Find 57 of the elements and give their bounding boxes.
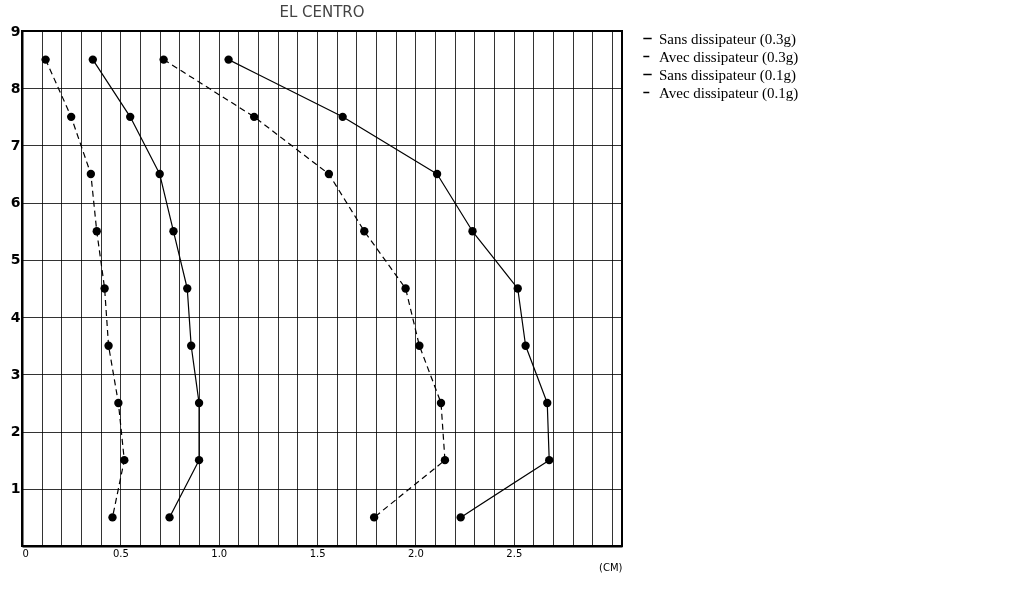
point	[249, 112, 259, 122]
x-axis-title: (CM)	[599, 561, 623, 573]
x-tick-label: 0	[22, 547, 29, 559]
legend-label: Sans dissipateur (0.1g)	[659, 66, 797, 84]
point	[432, 169, 442, 179]
legend-label: Sans dissipateur (0.3g)	[659, 30, 797, 48]
point	[165, 513, 174, 522]
point	[126, 112, 135, 122]
y-tick-label: 2	[10, 423, 21, 440]
point	[401, 284, 410, 293]
y-tick-label: 8	[10, 79, 21, 96]
point	[436, 398, 446, 408]
x-tick-label: 1.5	[309, 547, 326, 559]
point	[86, 169, 96, 179]
x-tick-label: 0.5	[112, 547, 129, 559]
point	[224, 55, 233, 64]
point	[194, 455, 204, 465]
point	[183, 284, 192, 293]
point	[159, 55, 168, 64]
point	[324, 169, 334, 179]
y-tick-label: 7	[10, 136, 21, 153]
y-tick-label: 4	[10, 308, 21, 325]
y-tick-label: 9	[10, 22, 21, 39]
point	[104, 341, 113, 350]
x-tick-label: 2.5	[506, 547, 523, 559]
x-tick-label: 2.0	[407, 547, 424, 559]
point	[456, 513, 465, 522]
y-tick-label: 6	[10, 194, 21, 211]
point	[545, 455, 554, 465]
point	[100, 284, 109, 293]
point	[88, 55, 97, 64]
legend-label: Avec dissipateur (0.3g)	[659, 48, 799, 66]
y-tick-label: 3	[10, 365, 21, 382]
legend-label: Avec dissipateur (0.1g)	[659, 84, 799, 102]
y-tick-label: 1	[10, 480, 21, 497]
point	[513, 284, 522, 293]
point	[369, 513, 379, 522]
chart-title: EL CENTRO	[279, 3, 365, 21]
point	[194, 398, 204, 408]
point	[338, 112, 347, 122]
point	[67, 112, 76, 122]
point	[187, 341, 196, 350]
point	[41, 55, 50, 64]
point	[169, 227, 178, 236]
point	[521, 341, 530, 350]
point	[155, 169, 164, 179]
x-tick-label: 1.0	[211, 547, 228, 559]
point	[468, 227, 477, 236]
point	[360, 227, 369, 236]
point	[108, 513, 117, 522]
point	[415, 341, 424, 350]
point	[114, 398, 123, 408]
point	[92, 227, 101, 236]
point	[120, 455, 129, 465]
point	[440, 455, 450, 465]
point	[543, 398, 552, 408]
y-tick-label: 5	[10, 251, 21, 268]
